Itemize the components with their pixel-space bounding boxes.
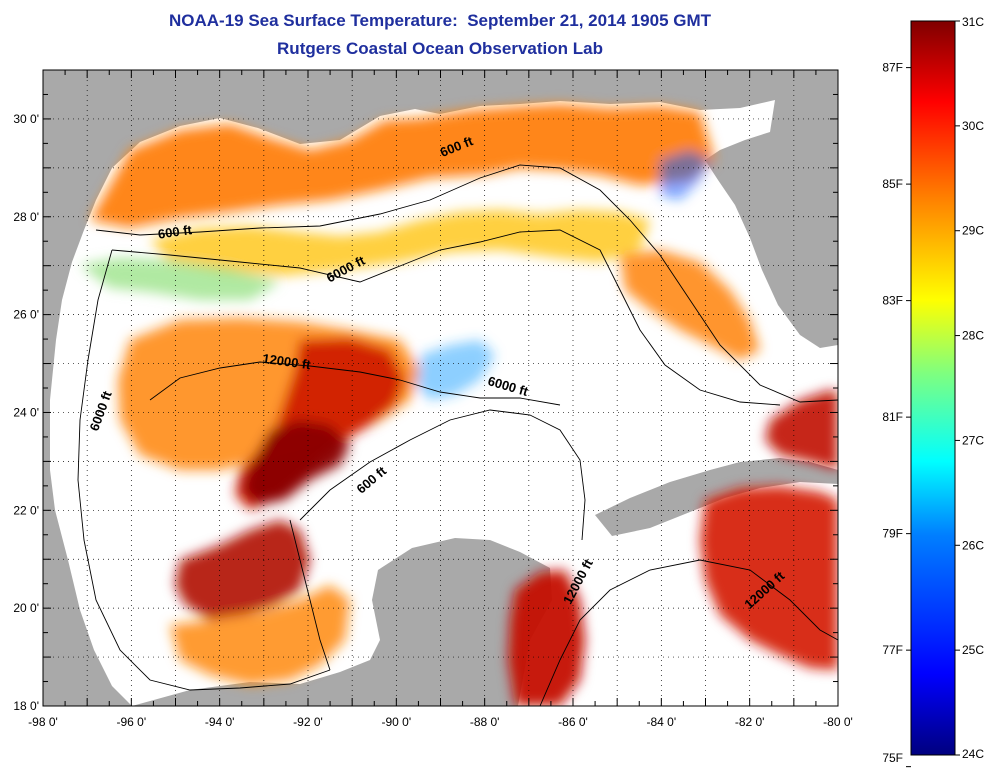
sst-keys <box>765 390 838 470</box>
sst-north-shelf <box>90 104 715 228</box>
lon-tick-label: -98 0' <box>28 715 58 729</box>
sst-caribbean-east <box>700 486 838 670</box>
contour-6000ft-north <box>111 229 781 406</box>
colorbar-label-fahrenheit: 87F <box>882 61 903 75</box>
sst-southwest-red <box>175 520 310 620</box>
colorbar-label-celsius: 27C <box>962 433 984 447</box>
colorbar-label-celsius: 25C <box>962 643 984 657</box>
colorbar <box>910 20 956 756</box>
lat-tick-label: 20 0' <box>13 601 39 615</box>
contour-label: 12000 ft <box>262 351 313 373</box>
land-florida <box>705 70 838 348</box>
lon-tick-label: -84 0' <box>647 715 677 729</box>
contour-label: 600 ft <box>157 222 193 242</box>
contour-600ft <box>95 164 838 403</box>
sst-cool-streak-panhandle <box>660 150 710 200</box>
sst-green-band <box>80 258 280 300</box>
lon-tick-label: -90 0' <box>382 715 412 729</box>
axis-tick-labels: -98 0' -96 0' -94 0' -92 0' -90 0' -88 0' -86 … <box>13 112 852 729</box>
colorbar-label-fahrenheit: 79F <box>882 527 903 541</box>
sst-yucatan-channel <box>508 570 585 706</box>
colorbar-label-fahrenheit: 81F <box>882 410 903 424</box>
colorbar-label-fahrenheit: 77F <box>882 643 903 657</box>
sst-southwest-orange <box>170 585 350 685</box>
gridlines <box>43 70 838 706</box>
colorbar-label-celsius: 29C <box>962 224 984 238</box>
lat-tick-label: 22 0' <box>13 503 39 517</box>
lat-tick-label: 18 0' <box>13 699 39 713</box>
sst-east-shelf <box>620 250 760 360</box>
lat-tick-label: 28 0' <box>13 210 39 224</box>
bathymetry-contours <box>77 164 838 706</box>
contour-12000ft-caribbean <box>539 559 838 706</box>
colorbar-labels: 31C 30C 29C 28C 27C 26C 25C 24C 87F 85F 83F 81F 79F 7… <box>882 15 984 768</box>
colorbar-label-fahrenheit: 75F <box>882 751 903 765</box>
lat-tick-label: 26 0' <box>13 308 39 322</box>
lon-tick-label: -88 0' <box>470 715 500 729</box>
colorbar-label-celsius: 26C <box>962 538 984 552</box>
colorbar-label-celsius: 28C <box>962 329 984 343</box>
colorbar-label-celsius: 31C <box>962 15 984 29</box>
map-title: NOAA-19 Sea Surface Temperature: Septemb… <box>168 11 712 30</box>
lat-tick-label: 24 0' <box>13 405 39 419</box>
colorbar-label-celsius: 30C <box>962 119 984 133</box>
colorbar-label-fahrenheit: 83F <box>882 294 903 308</box>
colorbar-label-fahrenheit: 85F <box>882 177 903 191</box>
sst-north-shelf-yellow <box>150 210 650 276</box>
contour-6000ft-west <box>77 249 331 691</box>
colorbar-label-celsius: 24C <box>962 747 984 761</box>
lon-tick-label: -82 0' <box>735 715 765 729</box>
lon-tick-label: -80 0' <box>823 715 853 729</box>
sst-central-darkred <box>242 420 350 505</box>
lon-tick-label: -92 0' <box>293 715 323 729</box>
sst-cool-streak-central <box>415 340 495 400</box>
contour-600ft-yucatan <box>289 519 331 671</box>
land-yucatan <box>372 538 552 706</box>
lon-tick-label: -86 0' <box>558 715 588 729</box>
contour-12000ft <box>149 361 561 406</box>
lon-tick-label: -94 0' <box>205 715 235 729</box>
map-subtitle: Rutgers Coastal Ocean Observation Lab <box>277 39 603 58</box>
contour-6000ft-south <box>299 409 586 541</box>
sst-field <box>80 104 838 706</box>
axis-ticks <box>42 69 839 707</box>
lon-tick-label: -96 0' <box>117 715 147 729</box>
lat-tick-label: 30 0' <box>13 112 39 126</box>
land-us-mexico-west <box>43 70 775 706</box>
